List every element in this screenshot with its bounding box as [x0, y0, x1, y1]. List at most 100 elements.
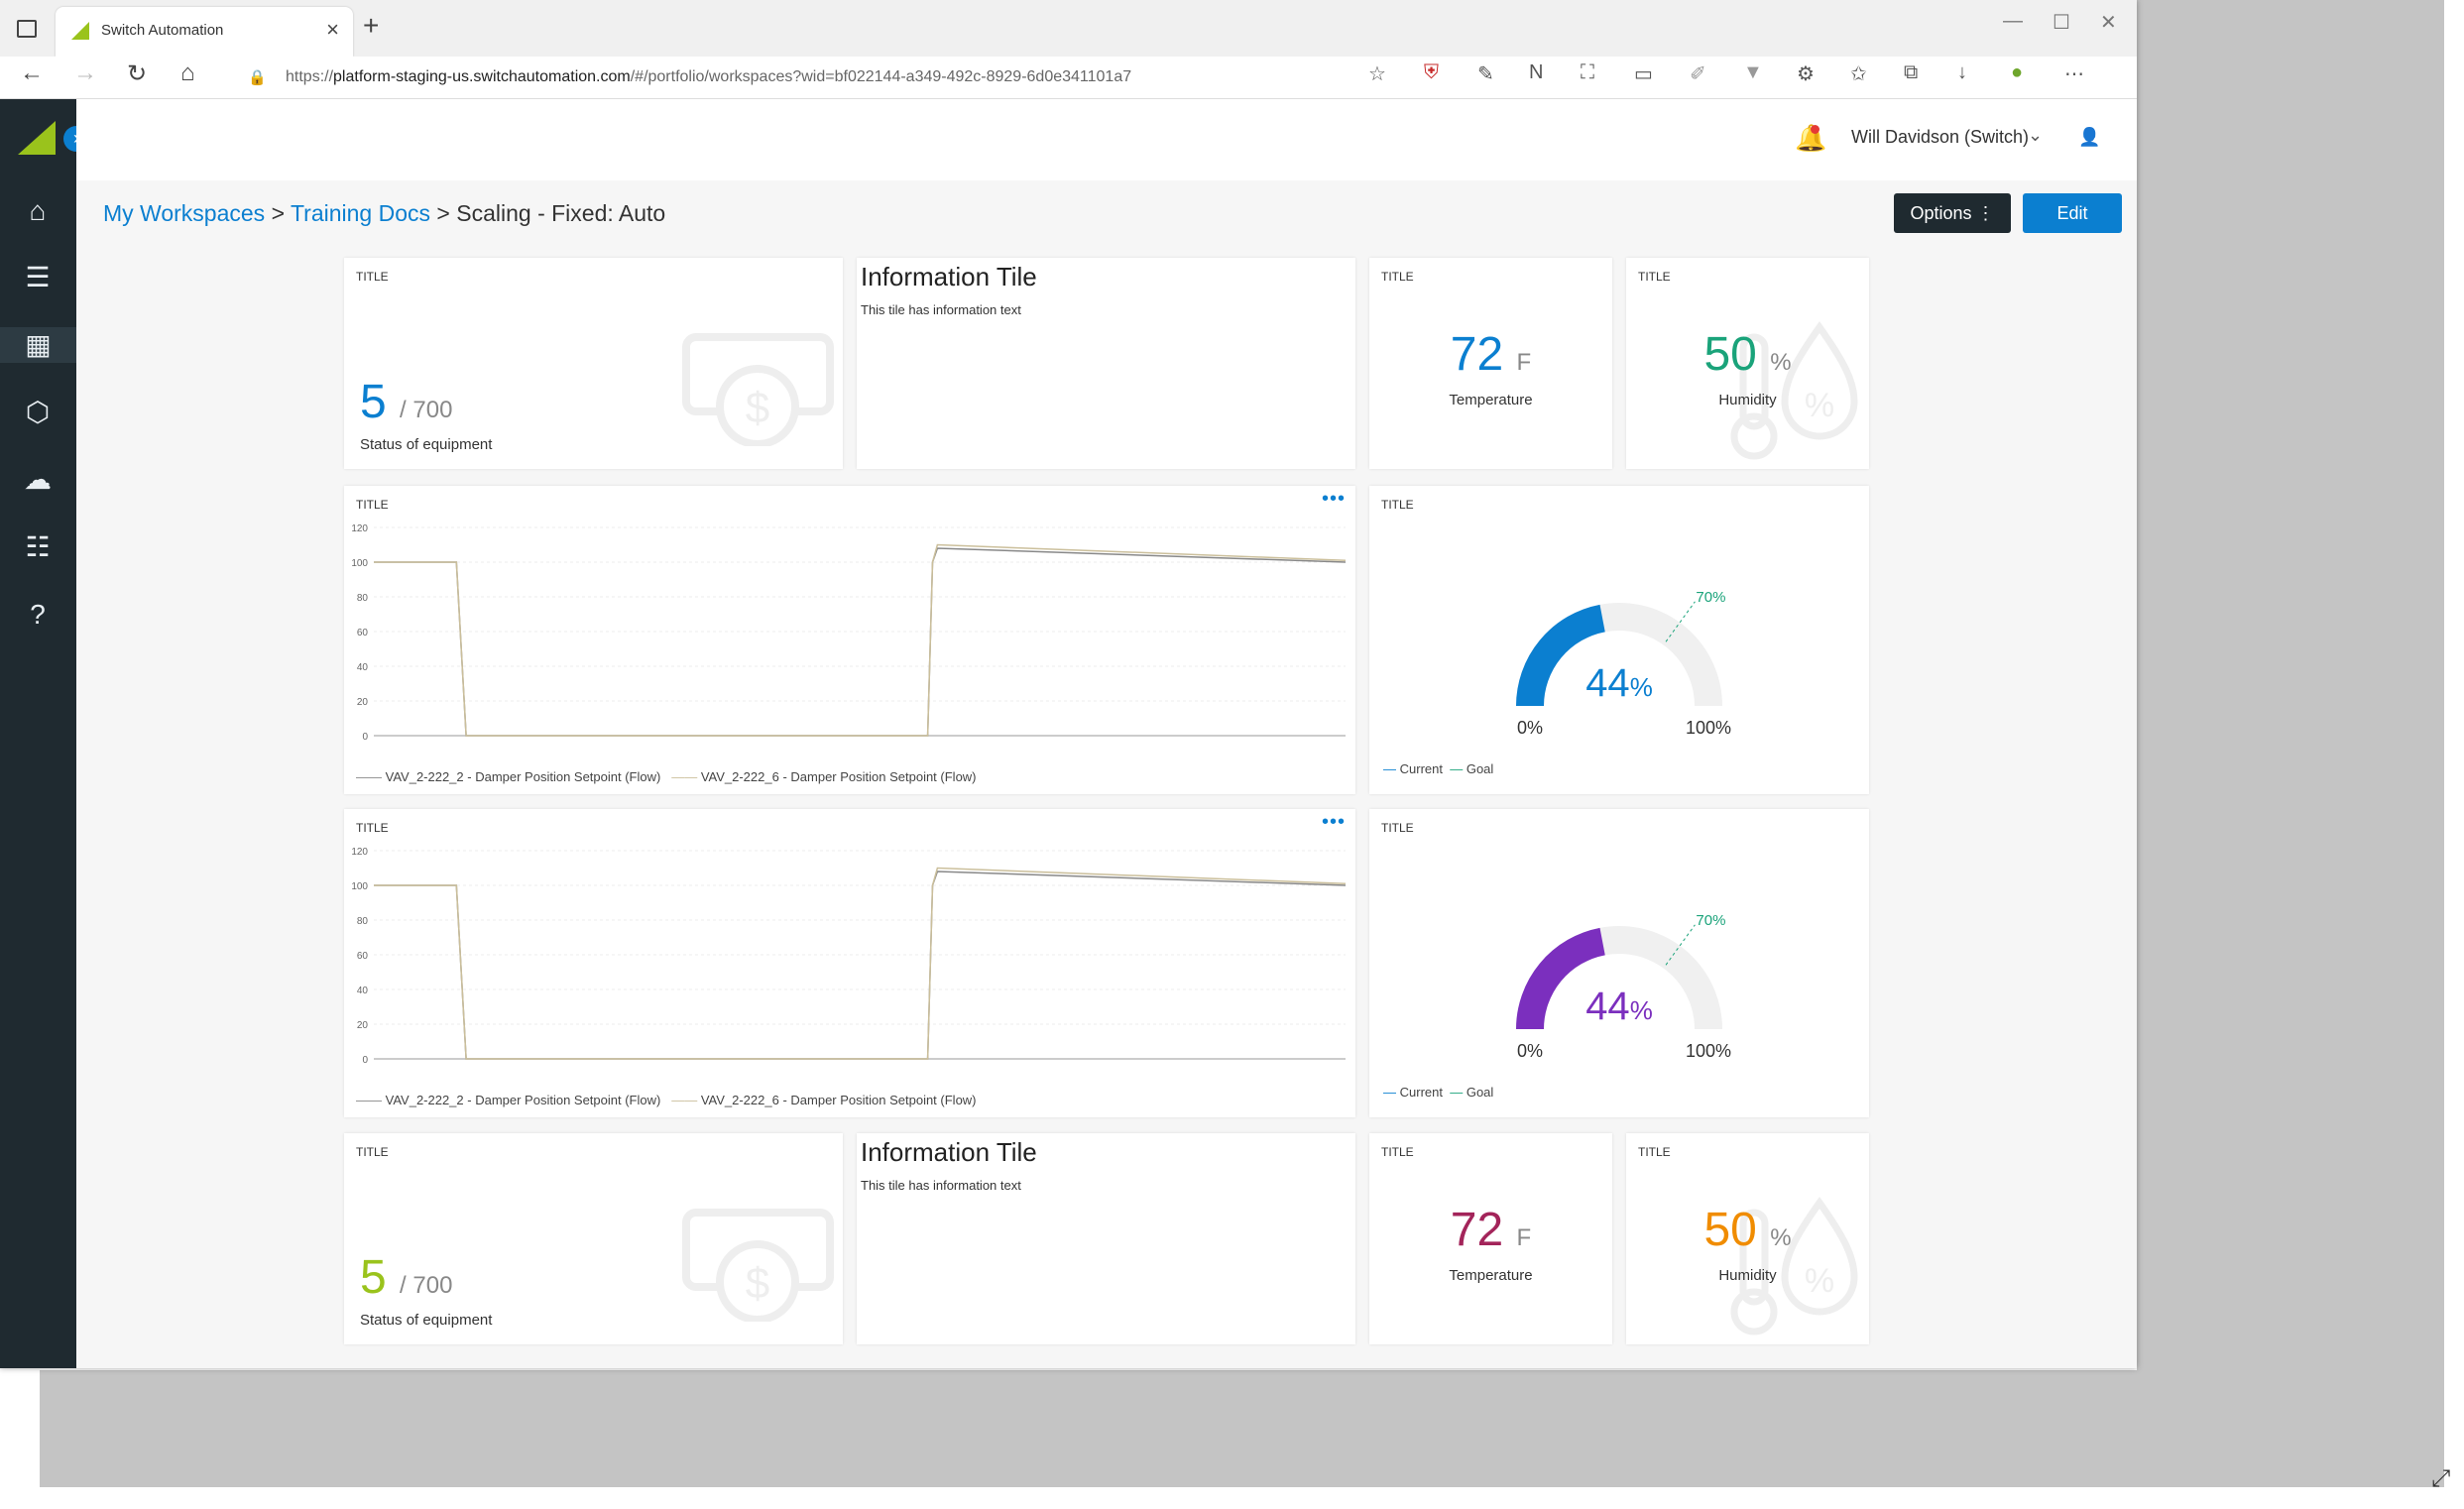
legend-goal: Goal [1466, 761, 1494, 776]
chart-legend: —— VAV_2-222_2 - Damper Position Setpoin… [356, 1093, 977, 1107]
nav-cloud-icon[interactable]: ☁ [24, 464, 52, 495]
tile-label: TITLE [356, 270, 389, 284]
series-line [374, 547, 1347, 737]
filter-ext-icon[interactable]: ▼ [1743, 61, 1763, 83]
temperature-tile[interactable]: TITLE 72 F Temperature [1369, 1133, 1612, 1344]
nav-settings-icon[interactable]: ☷ [25, 531, 51, 562]
nav-workspaces-icon[interactable]: ▦ [0, 327, 76, 363]
gauge-legend: — Current — Goal [1383, 1085, 1494, 1100]
favorites-icon[interactable]: ✩ [1850, 63, 1867, 85]
more-icon[interactable]: ⋯ [2064, 63, 2084, 85]
information-tile[interactable]: Information Tile This tile has informati… [857, 258, 1355, 469]
status-tile[interactable]: TITLE $ 5 / 700 Status of equipment [344, 258, 843, 469]
money-icon: $ [682, 333, 834, 446]
temperature-value: 72 F [1450, 1204, 1532, 1256]
tile-label: TITLE [1381, 498, 1414, 512]
address-bar[interactable]: 🔒 https://platform-staging-us.switchauto… [236, 60, 1401, 94]
nav-assets-icon[interactable]: ⬡ [25, 397, 51, 427]
puzzle-icon[interactable]: ⚙ [1797, 63, 1815, 85]
legend-entry: VAV_2-222_6 - Damper Position Setpoint (… [700, 769, 977, 784]
breadcrumb-current: Scaling - Fixed: Auto [456, 200, 666, 226]
humidity-tile[interactable]: TITLE % 50 % Humidity [1626, 258, 1869, 469]
breadcrumb-my-workspaces[interactable]: My Workspaces [103, 200, 266, 226]
goal-label: 70% [1696, 589, 1725, 606]
tile-label: TITLE [356, 1145, 389, 1159]
svg-text:$: $ [746, 1259, 769, 1308]
capture-icon[interactable]: ⛶ [1581, 61, 1594, 83]
legend-swatch: —— [356, 769, 382, 784]
maximize-icon[interactable]: ☐ [2053, 12, 2070, 34]
forward-icon[interactable]: → [73, 59, 97, 86]
status-tile[interactable]: TITLE $ 5 / 700 Status of equipment [344, 1133, 843, 1344]
close-window-icon[interactable]: ✕ [2100, 12, 2117, 34]
profile-icon[interactable]: ● [2011, 61, 2024, 83]
back-icon[interactable]: ← [20, 59, 44, 86]
pencil-icon[interactable]: ✐ [1690, 63, 1706, 85]
switch-logo-icon [18, 121, 56, 155]
y-tick-label: 120 [351, 847, 368, 858]
breadcrumb: My Workspaces > Training Docs > Scaling … [103, 200, 665, 227]
app-header [76, 99, 2137, 181]
tile-label: TITLE [356, 498, 389, 512]
user-name[interactable]: Will Davidson (Switch) [1851, 127, 2030, 147]
gauge-tile[interactable]: TITLE 70% 44% 0% 100% — Current — Goal [1369, 809, 1869, 1117]
close-tab-icon[interactable]: × [326, 17, 339, 42]
gauge-value-label: 44% [1585, 661, 1653, 705]
more-options-icon[interactable]: ••• [1321, 488, 1346, 510]
humidity-caption: Humidity [1718, 1267, 1777, 1284]
gauge-tile[interactable]: TITLE 70% 44% 0% 100% — Current — Goal [1369, 486, 1869, 794]
app-sidebar [0, 99, 76, 1368]
line-chart-tile[interactable]: TITLE ••• 120 100 80 60 40 20 0 —— VAV_2-222_2… [344, 486, 1355, 794]
url-text[interactable]: https://platform-staging-us.switchautoma… [286, 68, 1132, 85]
shield-ext-icon[interactable]: ⛨ [1424, 61, 1439, 83]
humidity-icon: % [1730, 320, 1858, 460]
browser-tab[interactable]: Switch Automation × [56, 7, 353, 57]
download-icon[interactable]: ↓ [1957, 61, 1967, 83]
lock-icon[interactable]: 🔒 [248, 69, 267, 86]
resize-icon[interactable]: ⤢ [2431, 1465, 2451, 1492]
more-options-icon[interactable]: ••• [1321, 811, 1346, 833]
y-tick-label: 20 [357, 697, 369, 708]
y-tick-label: 100 [351, 558, 368, 569]
nav-tasks-icon[interactable]: ☰ [25, 262, 51, 292]
y-tick-label: 60 [357, 951, 369, 962]
information-tile[interactable]: Information Tile This tile has informati… [857, 1133, 1355, 1344]
y-tick-label: 100 [351, 881, 368, 892]
status-value: 5 / 700 [360, 376, 453, 428]
edit-button[interactable]: Edit [2023, 193, 2122, 233]
y-tick-label: 80 [357, 593, 369, 604]
line-chart: 120 100 80 60 40 20 0 [351, 523, 1347, 743]
legend-goal: Goal [1466, 1085, 1494, 1100]
browser-window: Switch Automation × + — ☐ ✕ ← → ↻ ⌂ 🔒 ht… [0, 0, 2137, 1368]
user-avatar-icon[interactable]: 👤 [2078, 127, 2101, 147]
new-tab-icon[interactable]: + [363, 10, 380, 41]
home-icon[interactable]: ⌂ [180, 59, 195, 86]
nav-help-icon[interactable]: ? [30, 599, 46, 630]
legend-entry: VAV_2-222_2 - Damper Position Setpoint (… [385, 769, 661, 784]
humidity-tile[interactable]: TITLE % 50 % Humidity [1626, 1133, 1869, 1344]
options-button[interactable]: Options ⋮ [1894, 193, 2011, 233]
y-tick-label: 40 [357, 986, 369, 996]
breadcrumb-training-docs[interactable]: Training Docs [290, 200, 431, 226]
pen-ext-icon[interactable]: ✎ [1477, 63, 1494, 85]
tab-actions-icon[interactable] [17, 20, 37, 38]
legend-current: Current [1399, 761, 1443, 776]
info-text: This tile has information text [861, 302, 1021, 317]
tile-label: TITLE [356, 821, 389, 835]
notion-ext-icon[interactable]: N [1529, 61, 1544, 83]
refresh-icon[interactable]: ↻ [127, 60, 148, 87]
tile-label: TITLE [1638, 270, 1671, 284]
svg-text:$: $ [746, 384, 769, 432]
temperature-tile[interactable]: TITLE 72 F Temperature [1369, 258, 1612, 469]
legend-entry: VAV_2-222_2 - Damper Position Setpoint (… [385, 1093, 661, 1107]
favorite-add-icon[interactable]: ☆ [1368, 63, 1386, 85]
monitor-ext-icon[interactable]: ▭ [1634, 63, 1653, 85]
collections-icon[interactable]: ⧉ [1904, 61, 1919, 83]
minimize-icon[interactable]: — [2003, 10, 2023, 32]
chevron-down-icon[interactable]: ⌄ [2028, 125, 2044, 145]
tile-label: TITLE [1381, 821, 1414, 835]
gauge-max-label: 100% [1686, 1041, 1731, 1061]
status-caption: Status of equipment [360, 436, 493, 453]
line-chart-tile[interactable]: TITLE ••• 120 100 80 60 40 20 0 —— VAV_2-222_2… [344, 809, 1355, 1117]
nav-home-icon[interactable]: ⌂ [29, 195, 47, 226]
